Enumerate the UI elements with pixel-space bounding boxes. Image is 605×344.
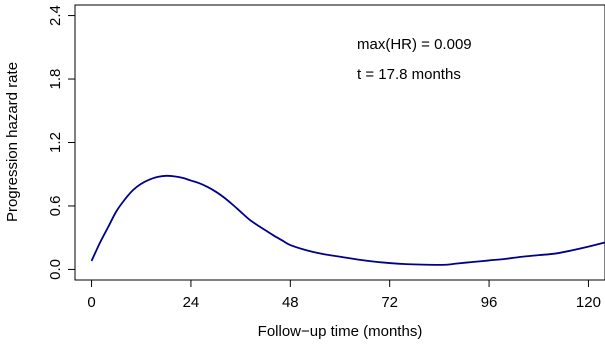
x-tick-label: 24 — [183, 294, 200, 311]
x-tick-label: 0 — [87, 294, 95, 311]
hazard-series-line-0 — [90, 174, 605, 266]
x-tick-label: 120 — [576, 294, 601, 311]
annotation-max-hr: max(HR) = 0.009 — [357, 36, 472, 53]
plot-frame — [74, 4, 605, 281]
y-tick-label: 0.6 — [47, 196, 64, 217]
x-tick-label: 48 — [282, 294, 299, 311]
y-tick-label: 0.0 — [47, 259, 64, 280]
x-tick-label: 96 — [481, 294, 498, 311]
x-axis-title: Follow−up time (months) — [258, 323, 423, 340]
x-axis: 0 24 48 72 96 120 — [87, 279, 601, 311]
x-tick-label: 72 — [381, 294, 398, 311]
annotation-peak-time: t = 17.8 months — [357, 66, 461, 83]
y-tick-label: 1.8 — [47, 69, 64, 90]
y-tick-label: 2.4 — [47, 5, 64, 26]
y-axis-title: Progression hazard rate — [4, 62, 21, 222]
y-tick-label: 1.2 — [47, 132, 64, 153]
series-layer — [90, 174, 605, 266]
y-axis: 0.0 0.6 1.2 1.8 2.4 — [47, 5, 76, 280]
